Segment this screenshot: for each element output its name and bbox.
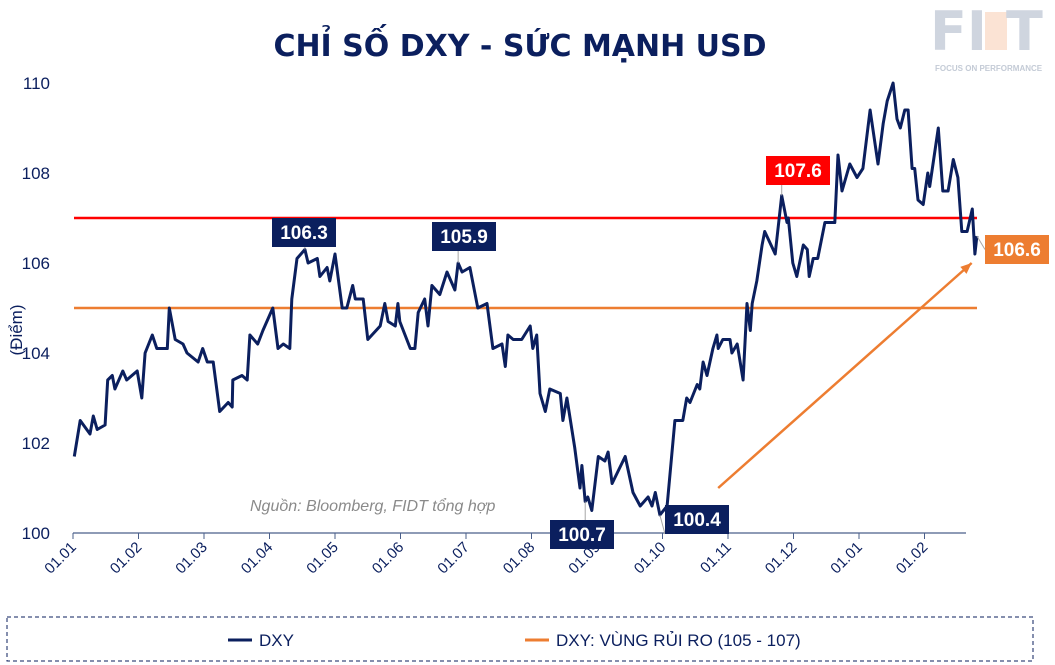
x-tick-label: 01.02 — [107, 539, 146, 578]
data-label: 106.3 — [272, 218, 336, 250]
data-label-leader — [659, 514, 666, 535]
data-label: 107.6 — [766, 156, 830, 196]
x-tick-label: 01.01 — [827, 539, 866, 578]
legend-item-risk-zone: DXY: VÙNG RỦI RO (105 - 107) — [525, 631, 801, 650]
data-label: 100.7 — [550, 501, 614, 549]
legend-label-risk-zone: DXY: VÙNG RỦI RO (105 - 107) — [556, 631, 801, 650]
dxy-series-line — [72, 81, 979, 517]
data-label-box — [550, 520, 614, 549]
x-tick-label: 01.02 — [893, 539, 932, 578]
x-tick-label: 01.04 — [238, 539, 277, 578]
x-tick-label: 01.06 — [369, 539, 408, 578]
x-tick-label: 01.12 — [762, 539, 801, 578]
data-label-text: 100.7 — [558, 525, 606, 546]
x-tick-label: 01.05 — [303, 539, 342, 578]
x-tick-label: 01.07 — [434, 539, 473, 578]
data-label-text: 107.6 — [774, 161, 822, 182]
logo-mark-t: T — [1006, 0, 1043, 63]
annotations: 106.3 105.9 107.6 100.7 100.4 106.6 — [272, 156, 1049, 549]
logo-tagline: FOCUS ON PERFORMANCE — [935, 64, 1043, 73]
trend-arrow — [717, 262, 973, 489]
data-label-text: 105.9 — [440, 227, 488, 248]
trend-arrow-shaft — [717, 262, 973, 489]
y-axis: 100 102 104 106 108 110 — [22, 74, 50, 543]
risk-zone-lines — [74, 216, 977, 310]
x-tick-label: 01.08 — [500, 539, 539, 578]
logo-d-shape — [985, 12, 1007, 50]
data-label-text: 106.3 — [280, 223, 328, 244]
data-label-box — [766, 156, 830, 185]
y-tick-label: 110 — [23, 74, 50, 93]
x-tick-label: 01.03 — [172, 539, 211, 578]
data-label-box — [985, 235, 1049, 264]
data-label: 106.6 — [976, 235, 1049, 264]
data-label-text: 100.4 — [673, 510, 721, 531]
x-tick-label: 01.11 — [697, 539, 735, 577]
legend-box — [6, 616, 1034, 662]
data-label: 100.4 — [659, 505, 729, 535]
x-tick-label: 01.01 — [41, 539, 80, 578]
data-label-box — [432, 222, 496, 251]
y-tick-label: 100 — [22, 524, 50, 543]
logo-mark: FI — [930, 0, 987, 63]
data-label-leader — [976, 235, 986, 250]
x-axis: 01.01 01.02 01.03 01.04 01.05 01.06 01.07 01.08… — [41, 532, 966, 578]
trend-arrow-head — [960, 263, 972, 274]
data-label-text: 106.6 — [993, 240, 1041, 261]
source-note: Nguồn: Bloomberg, FIDT tổng hợp — [250, 497, 495, 515]
y-tick-label: 102 — [22, 434, 50, 453]
data-label: 105.9 — [432, 222, 496, 263]
chart-title: CHỈ SỐ DXY - SỨC MẠNH USD — [273, 23, 766, 64]
legend-label-dxy: DXY — [259, 631, 294, 650]
logo: FI T FOCUS ON PERFORMANCE — [930, 0, 1043, 73]
y-tick-label: 104 — [22, 344, 50, 363]
data-label-box — [665, 505, 729, 534]
y-tick-label: 108 — [22, 164, 50, 183]
x-tick-label: 01.10 — [631, 539, 670, 578]
y-axis-label: (Điểm) — [7, 305, 26, 356]
y-tick-label: 106 — [22, 254, 50, 273]
data-label-box — [272, 218, 336, 247]
legend-item-dxy: DXY — [228, 631, 294, 650]
